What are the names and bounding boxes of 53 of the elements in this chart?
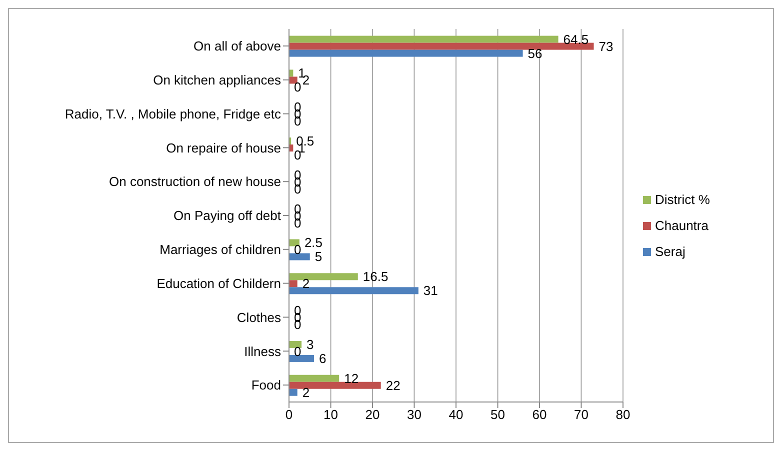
data-label: 2 xyxy=(302,384,310,400)
y-tick-label: On all of above xyxy=(194,38,281,54)
data-label: 5 xyxy=(314,249,322,264)
bar xyxy=(289,273,358,280)
bar xyxy=(289,36,558,43)
data-label: 64.5 xyxy=(563,32,589,47)
data-label: 1 xyxy=(298,66,306,81)
y-tick-label: On repaire of house xyxy=(166,140,281,156)
legend-label: Seraj xyxy=(655,244,686,258)
x-tick-label: 60 xyxy=(532,407,547,422)
x-tick-label: 20 xyxy=(365,407,380,422)
data-label: 16.5 xyxy=(362,269,388,284)
data-label: 0 xyxy=(294,242,302,258)
bar xyxy=(289,388,298,396)
x-tick-label: 0 xyxy=(285,407,293,422)
data-label: 0 xyxy=(294,80,302,95)
x-tick-label: 10 xyxy=(324,407,338,422)
bar xyxy=(289,50,523,57)
bar xyxy=(289,374,340,382)
y-tick-label: On kitchen appliances xyxy=(153,72,282,88)
y-tick-label: Marriages of children xyxy=(160,242,281,258)
y-tick-label: Education of Childern xyxy=(156,276,281,291)
bar xyxy=(289,340,302,348)
bar xyxy=(289,42,594,50)
y-tick-label: On construction of new house xyxy=(109,174,281,190)
legend-label: Chauntra xyxy=(655,218,708,232)
legend-label: District % xyxy=(655,192,710,206)
y-tick-label: Illness xyxy=(244,344,282,359)
bar xyxy=(289,280,298,288)
bar xyxy=(289,76,298,84)
bar xyxy=(289,354,314,362)
data-label: 3 xyxy=(306,336,314,352)
data-label: 0 xyxy=(294,344,302,359)
y-tick-label: On Paying off debt xyxy=(174,208,282,224)
x-tick-label: 30 xyxy=(407,407,422,422)
data-label: 12 xyxy=(344,370,359,386)
data-label: 31 xyxy=(423,283,438,298)
data-label: 73 xyxy=(598,38,614,54)
x-tick-label: 40 xyxy=(448,407,464,422)
data-label: 2 xyxy=(302,276,310,292)
bar xyxy=(289,287,418,294)
bar xyxy=(289,253,310,260)
x-tick-label: 70 xyxy=(574,407,588,422)
y-tick-label: Food xyxy=(251,378,281,393)
y-tick-label: Clothes xyxy=(236,310,282,325)
data-label: 22 xyxy=(386,378,400,393)
x-tick-label: 80 xyxy=(616,407,630,422)
bar xyxy=(289,382,381,389)
data-label: 6 xyxy=(319,350,326,366)
x-tick-label: 50 xyxy=(490,407,505,422)
data-label: 56 xyxy=(528,46,542,61)
y-tick-label: Radio, T.V. , Mobile phone, Fridge etc xyxy=(64,106,282,122)
data-label: 2.5 xyxy=(304,235,323,250)
